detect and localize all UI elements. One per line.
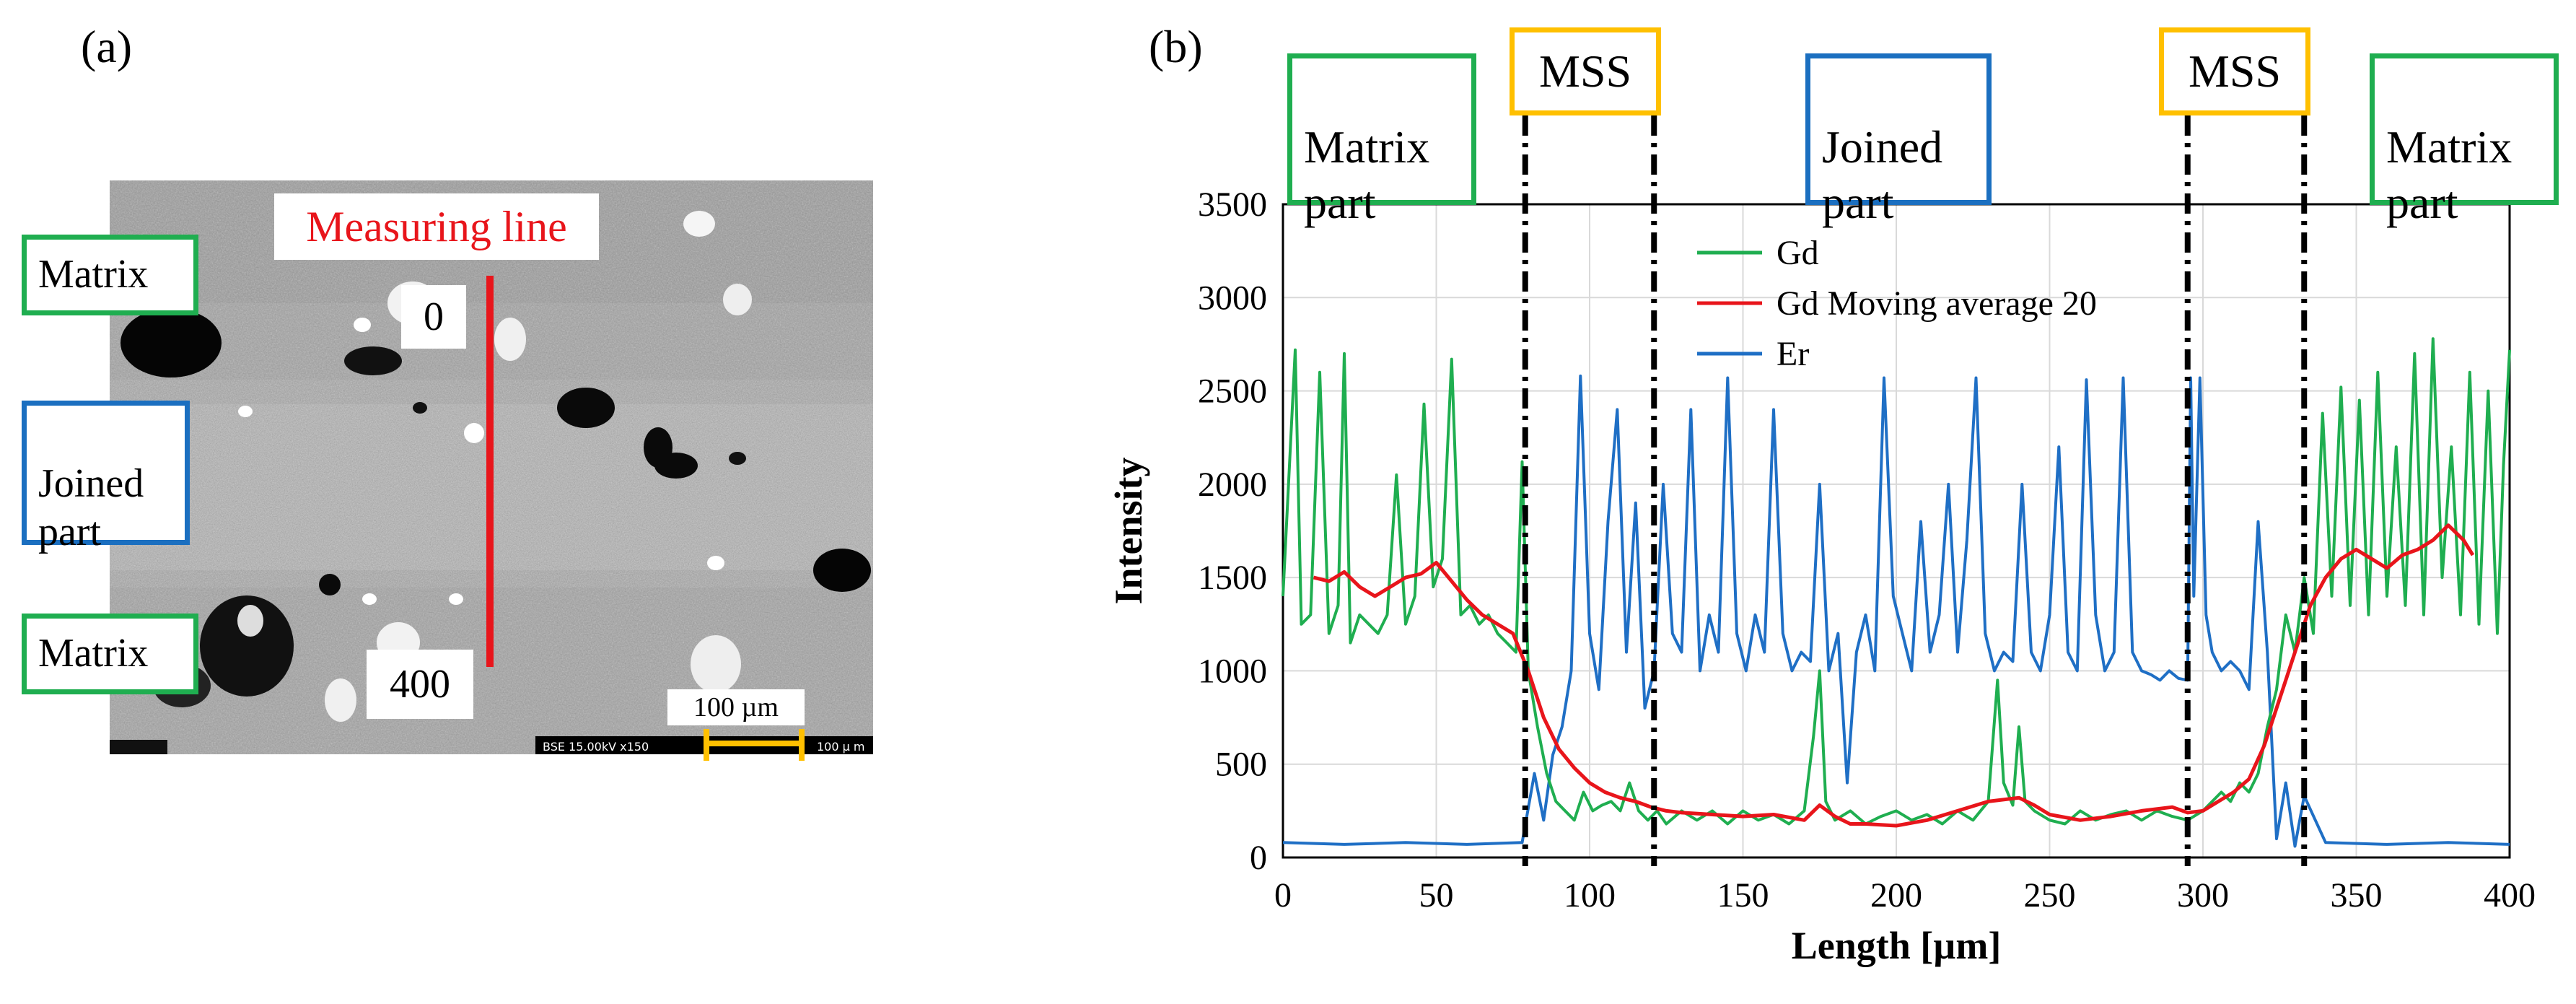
panel-b-label: (b) — [1149, 21, 1203, 72]
x-tick-label: 200 — [1870, 876, 1922, 914]
start-mark: 0 — [401, 285, 466, 349]
region-matrix-left: Matrix part — [1287, 53, 1476, 228]
micrograph-footer: BSE 15.00kV x150 — [543, 740, 649, 754]
legend-label: Gd Moving average 20 — [1777, 284, 2097, 323]
scale-bar-label: 100 µm — [667, 689, 805, 725]
y-tick-label: 3000 — [1198, 279, 1267, 317]
x-tick-label: 400 — [2484, 876, 2536, 914]
x-tick-label: 150 — [1717, 876, 1769, 914]
region-matrix-right: Matrix part — [2370, 53, 2559, 228]
x-tick-label: 100 — [1564, 876, 1616, 914]
legend-label: Gd — [1777, 234, 1819, 272]
x-tick-label: 250 — [2024, 876, 2076, 914]
y-tick-label: 0 — [1250, 839, 1267, 877]
measuring-line — [486, 276, 494, 667]
measuring-line-label: Measuring line — [274, 193, 599, 260]
x-axis-label: Length [µm] — [1792, 924, 2002, 967]
scale-bar-right-tick — [799, 729, 805, 761]
series-line-er — [1282, 374, 2510, 848]
micrograph-scale-text: 100 µ m — [817, 740, 864, 754]
x-tick-label: 50 — [1419, 876, 1454, 914]
tag-joined-text: Joined part — [38, 461, 144, 555]
y-tick-label: 2500 — [1198, 372, 1267, 411]
scale-bar — [706, 741, 802, 746]
end-mark: 400 — [367, 650, 473, 719]
x-tick-label: 0 — [1274, 876, 1292, 914]
region-matrix-right-text: Matrix part — [2386, 121, 2513, 228]
tag-matrix-top: Matrix — [22, 235, 198, 315]
y-tick-label: 3500 — [1198, 185, 1267, 224]
tag-joined-part: Joined part — [22, 401, 190, 554]
region-mss-left: MSS — [1510, 27, 1661, 115]
scale-bar-left-tick — [704, 729, 709, 761]
legend-label: Er — [1777, 335, 1809, 373]
series-line-gd — [1282, 337, 2511, 826]
region-joined-text: Joined part — [1822, 121, 1943, 228]
region-mss-right: MSS — [2159, 27, 2310, 115]
region-matrix-left-text: Matrix part — [1304, 121, 1430, 228]
y-tick-label: 1500 — [1198, 559, 1267, 597]
y-tick-label: 1000 — [1198, 652, 1267, 690]
series-line-gd-moving-average-20 — [1313, 523, 2475, 828]
panel-a-label: (a) — [81, 21, 133, 72]
region-joined: Joined part — [1805, 53, 1992, 228]
x-tick-label: 350 — [2331, 876, 2383, 914]
tag-matrix-bottom: Matrix — [22, 614, 198, 694]
y-tick-label: 2000 — [1198, 466, 1267, 504]
x-tick-label: 300 — [2177, 876, 2229, 914]
y-tick-label: 500 — [1215, 746, 1267, 784]
y-axis-label: Intensity — [1107, 457, 1150, 604]
